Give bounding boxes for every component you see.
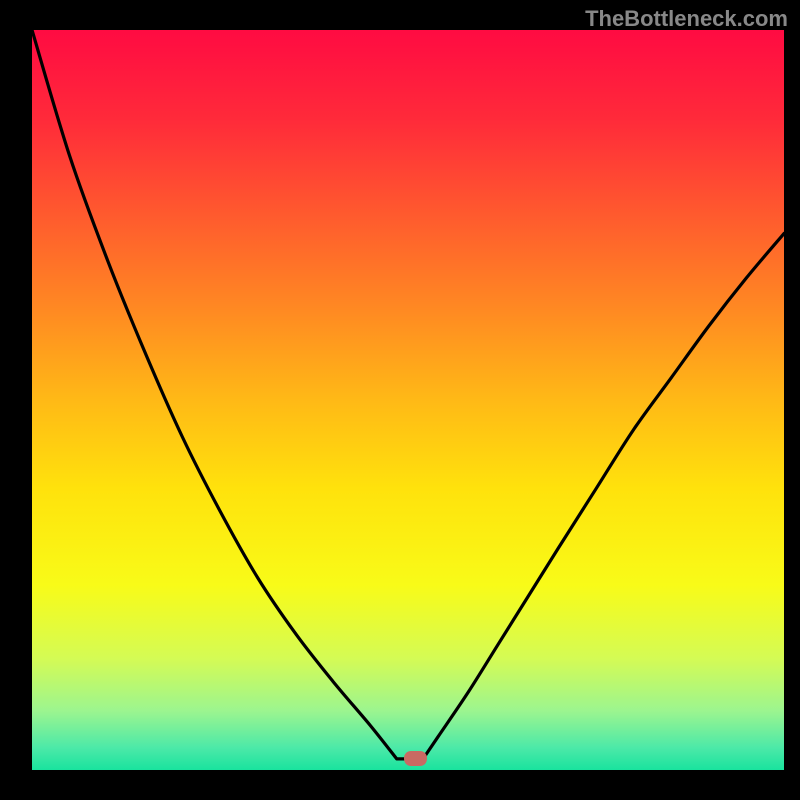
chart-background [32,30,784,770]
bottleneck-chart [32,30,784,770]
optimal-point-marker [404,751,427,766]
chart-frame: TheBottleneck.com [0,0,800,800]
watermark-text: TheBottleneck.com [585,6,788,32]
